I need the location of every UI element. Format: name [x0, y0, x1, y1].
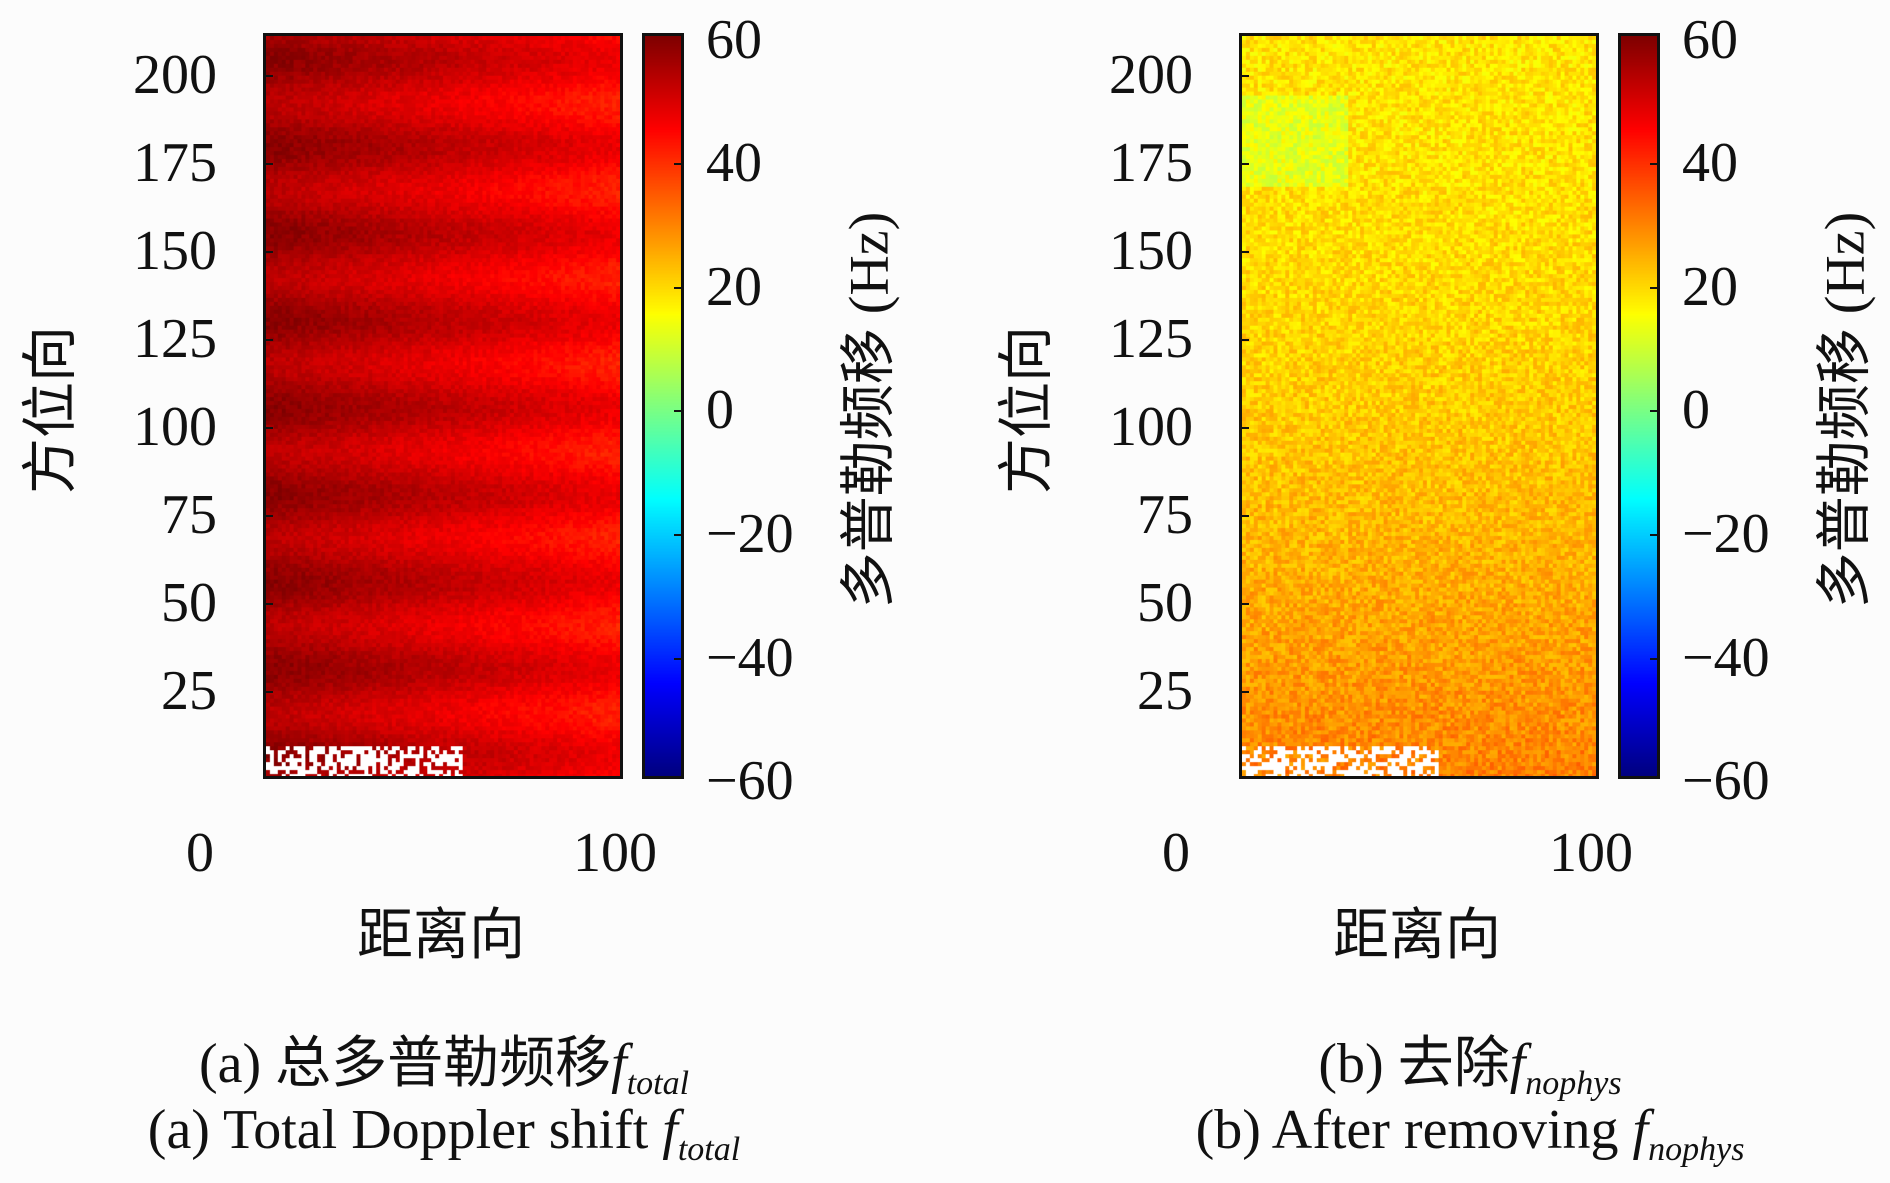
y-tick-mark	[263, 427, 273, 429]
colorbar-tick-label: 20	[706, 256, 762, 318]
caption-variable: f	[1632, 1099, 1649, 1161]
caption-subscript: nophys	[1648, 1131, 1745, 1169]
colorbar-tick-mark	[674, 410, 684, 412]
colorbar-tick-label: −60	[1682, 750, 1770, 812]
colorbar-tick-mark	[1650, 163, 1660, 165]
y-axis-label: 方位向	[20, 326, 83, 494]
caption-subscript: nophys	[1525, 1065, 1622, 1103]
x-axis-label: 距离向	[357, 905, 525, 967]
y-tick-label: 50	[1137, 572, 1193, 634]
y-tick-label: 50	[161, 572, 217, 634]
colorbar-tick-label: 0	[1682, 379, 1710, 441]
y-tick-label: 125	[133, 308, 217, 370]
y-tick-label: 25	[161, 660, 217, 722]
y-tick-mark	[1239, 603, 1249, 605]
caption-en: (a) Total Doppler shift ftotal	[148, 1098, 740, 1169]
y-tick-label: 25	[1137, 660, 1193, 722]
heatmap-a	[263, 33, 623, 779]
y-tick-label: 175	[133, 132, 217, 194]
y-tick-label: 100	[1109, 396, 1193, 458]
y-tick-mark	[263, 163, 273, 165]
y-tick-mark	[1239, 251, 1249, 253]
colorbar-tick-label: 20	[1682, 256, 1738, 318]
y-tick-mark	[263, 515, 273, 517]
colorbar-a	[642, 33, 684, 779]
y-tick-mark	[263, 691, 273, 693]
caption-cn: (b) 去除fnophys	[1318, 1018, 1621, 1103]
caption-text: (a) Total Doppler shift	[147, 1099, 663, 1161]
x-tick-label: 100	[573, 822, 657, 884]
colorbar-tick-mark	[674, 287, 684, 289]
y-tick-mark	[263, 251, 273, 253]
caption-text: (a) 总多普勒频移	[198, 1033, 612, 1095]
colorbar-tick-label: −40	[1682, 627, 1770, 689]
x-tick-label: 0	[1162, 822, 1190, 884]
y-tick-mark	[1239, 691, 1249, 693]
caption-en: (b) After removing fnophys	[1196, 1098, 1745, 1169]
y-tick-label: 125	[1109, 308, 1193, 370]
caption-text: (b) 去除	[1318, 1033, 1510, 1095]
caption-variable: f	[611, 1033, 627, 1095]
colorbar-tick-label: −60	[706, 750, 794, 812]
colorbar-tick-label: −20	[706, 503, 794, 565]
caption-variable: f	[662, 1099, 678, 1161]
colorbar-label: 多普勒频移 (Hz)	[838, 211, 901, 609]
y-tick-label: 75	[1137, 484, 1193, 546]
y-tick-label: 200	[133, 44, 217, 106]
colorbar-tick-mark	[1650, 534, 1660, 536]
colorbar-tick-label: 0	[706, 379, 734, 441]
y-tick-label: 100	[133, 396, 217, 458]
colorbar-tick-label: 60	[1682, 9, 1738, 71]
y-tick-mark	[263, 339, 273, 341]
colorbar-tick-mark	[674, 163, 684, 165]
y-tick-mark	[1239, 75, 1249, 77]
colorbar-tick-label: 40	[706, 132, 762, 194]
colorbar-tick-mark	[674, 534, 684, 536]
colorbar-label: 多普勒频移 (Hz)	[1814, 211, 1877, 609]
colorbar-tick-label: 40	[1682, 132, 1738, 194]
caption-text: (b) After removing	[1195, 1099, 1633, 1161]
colorbar-tick-mark	[674, 658, 684, 660]
colorbar-tick-mark	[1650, 410, 1660, 412]
heatmap-b	[1239, 33, 1599, 779]
colorbar-tick-mark	[1650, 658, 1660, 660]
y-tick-mark	[263, 75, 273, 77]
y-tick-label: 150	[133, 220, 217, 282]
y-tick-label: 75	[161, 484, 217, 546]
x-tick-label: 100	[1549, 822, 1633, 884]
y-tick-mark	[1239, 339, 1249, 341]
y-tick-label: 175	[1109, 132, 1193, 194]
caption-variable: f	[1509, 1033, 1526, 1095]
y-tick-mark	[1239, 427, 1249, 429]
colorbar-tick-label: −40	[706, 627, 794, 689]
caption-cn: (a) 总多普勒频移ftotal	[199, 1018, 689, 1103]
y-tick-mark	[1239, 163, 1249, 165]
y-tick-mark	[263, 603, 273, 605]
colorbar-tick-mark	[1650, 287, 1660, 289]
colorbar-tick-label: −20	[1682, 503, 1770, 565]
x-axis-label: 距离向	[1333, 905, 1501, 967]
y-axis-label: 方位向	[996, 326, 1059, 494]
caption-subscript: total	[677, 1131, 741, 1169]
y-tick-label: 200	[1109, 44, 1193, 106]
caption-subscript: total	[626, 1065, 690, 1103]
colorbar-b	[1618, 33, 1660, 779]
x-tick-label: 0	[186, 822, 214, 884]
y-tick-mark	[1239, 515, 1249, 517]
y-tick-label: 150	[1109, 220, 1193, 282]
colorbar-tick-label: 60	[706, 9, 762, 71]
